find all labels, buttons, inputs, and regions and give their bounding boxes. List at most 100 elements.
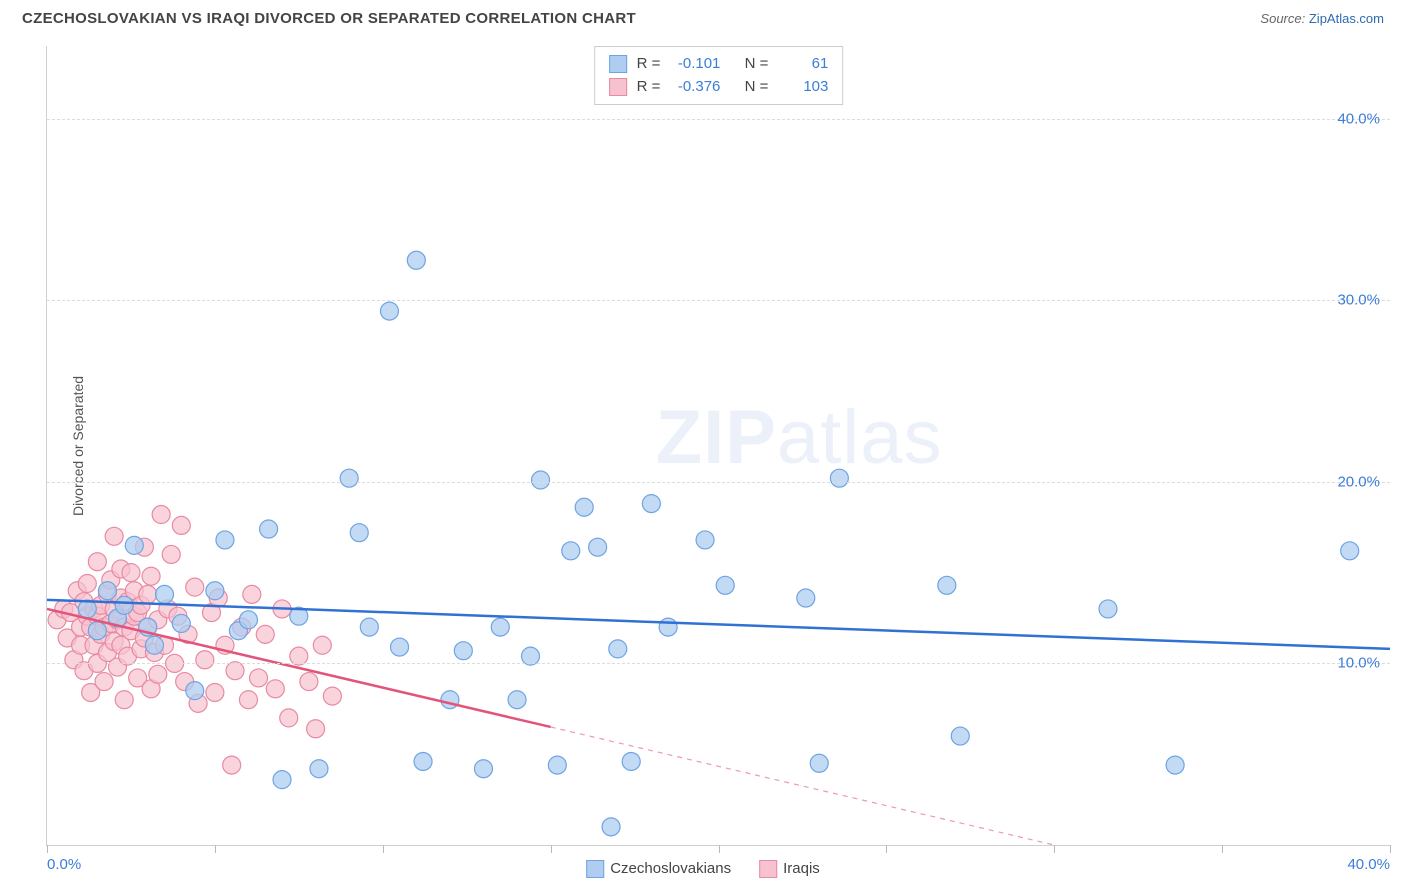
point-iraqi — [122, 564, 140, 582]
source-link[interactable]: ZipAtlas.com — [1309, 11, 1384, 26]
point-iraqi — [280, 709, 298, 727]
point-czech — [642, 495, 660, 513]
point-iraqi — [239, 691, 257, 709]
point-iraqi — [313, 636, 331, 654]
point-czech — [407, 251, 425, 269]
point-czech — [696, 531, 714, 549]
point-czech — [1341, 542, 1359, 560]
x-tick — [215, 845, 216, 853]
legend-stats-row-iraqi: R = -0.376 N = 103 — [609, 76, 829, 99]
x-tick — [47, 845, 48, 853]
point-czech — [260, 520, 278, 538]
point-czech — [115, 596, 133, 614]
legend-stats: R = -0.101 N = 61 R = -0.376 N = 103 — [594, 46, 844, 105]
x-tick-label: 40.0% — [1347, 856, 1390, 873]
point-czech — [830, 469, 848, 487]
y-tick-label: 20.0% — [1337, 473, 1380, 490]
point-czech — [622, 752, 640, 770]
plot-svg — [47, 46, 1390, 845]
legend-stats-row-czech: R = -0.101 N = 61 — [609, 53, 829, 76]
x-tick — [1222, 845, 1223, 853]
gridline-h — [47, 300, 1390, 301]
x-tick — [1390, 845, 1391, 853]
point-czech — [491, 618, 509, 636]
y-tick-label: 30.0% — [1337, 292, 1380, 309]
source-label: Source: — [1260, 11, 1305, 26]
point-czech — [156, 585, 174, 603]
point-czech — [310, 760, 328, 778]
gridline-h — [47, 119, 1390, 120]
n-value-iraqi: 103 — [778, 76, 828, 99]
trendline-iraqi-dash — [551, 727, 1055, 845]
point-czech — [340, 469, 358, 487]
point-czech — [454, 642, 472, 660]
legend-label-iraqi: Iraqis — [783, 860, 820, 877]
chart-title: CZECHOSLOVAKIAN VS IRAQI DIVORCED OR SEP… — [22, 10, 636, 27]
point-czech — [350, 524, 368, 542]
legend-label-czech: Czechoslovakians — [610, 860, 731, 877]
x-tick-label: 0.0% — [47, 856, 81, 873]
y-tick-label: 40.0% — [1337, 110, 1380, 127]
legend-item-czech: Czechoslovakians — [586, 860, 731, 878]
point-iraqi — [139, 585, 157, 603]
point-iraqi — [142, 567, 160, 585]
point-iraqi — [307, 720, 325, 738]
point-czech — [273, 771, 291, 789]
point-czech — [938, 576, 956, 594]
point-czech — [548, 756, 566, 774]
n-label: N = — [745, 76, 769, 99]
swatch-czech-2 — [586, 860, 604, 878]
point-iraqi — [115, 691, 133, 709]
point-czech — [716, 576, 734, 594]
point-czech — [1099, 600, 1117, 618]
point-czech — [206, 582, 224, 600]
point-czech — [239, 611, 257, 629]
swatch-czech — [609, 55, 627, 73]
point-czech — [575, 498, 593, 516]
point-iraqi — [78, 575, 96, 593]
point-czech — [797, 589, 815, 607]
point-czech — [88, 622, 106, 640]
point-iraqi — [243, 585, 261, 603]
point-czech — [602, 818, 620, 836]
point-iraqi — [105, 527, 123, 545]
point-czech — [659, 618, 677, 636]
point-iraqi — [186, 578, 204, 596]
point-czech — [98, 582, 116, 600]
swatch-iraqi-2 — [759, 860, 777, 878]
point-czech — [589, 538, 607, 556]
point-iraqi — [323, 687, 341, 705]
point-czech — [186, 682, 204, 700]
point-czech — [172, 614, 190, 632]
x-tick — [1054, 845, 1055, 853]
point-czech — [391, 638, 409, 656]
point-czech — [360, 618, 378, 636]
point-iraqi — [196, 651, 214, 669]
point-czech — [532, 471, 550, 489]
point-czech — [609, 640, 627, 658]
x-tick — [383, 845, 384, 853]
y-tick-label: 10.0% — [1337, 655, 1380, 672]
point-iraqi — [300, 673, 318, 691]
point-czech — [145, 636, 163, 654]
point-iraqi — [250, 669, 268, 687]
point-iraqi — [88, 553, 106, 571]
n-label: N = — [745, 53, 769, 76]
r-value-iraqi: -0.376 — [670, 76, 720, 99]
point-iraqi — [206, 683, 224, 701]
point-iraqi — [256, 625, 274, 643]
gridline-h — [47, 663, 1390, 664]
x-tick — [719, 845, 720, 853]
legend-item-iraqi: Iraqis — [759, 860, 820, 878]
x-tick — [886, 845, 887, 853]
point-iraqi — [149, 665, 167, 683]
point-czech — [810, 754, 828, 772]
point-iraqi — [162, 545, 180, 563]
point-czech — [414, 752, 432, 770]
point-czech — [216, 531, 234, 549]
point-czech — [508, 691, 526, 709]
point-iraqi — [266, 680, 284, 698]
r-label: R = — [637, 53, 661, 76]
point-iraqi — [223, 756, 241, 774]
x-tick — [551, 845, 552, 853]
